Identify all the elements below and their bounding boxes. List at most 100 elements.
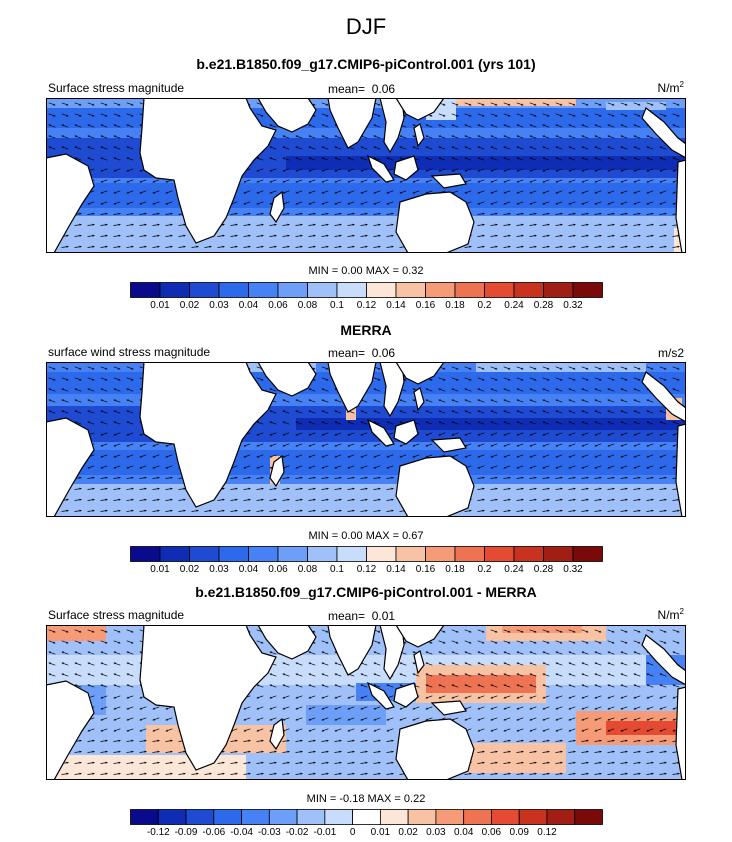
wind-vector-head [118, 114, 121, 117]
wind-vector-head [248, 772, 251, 775]
philippines-land [413, 387, 425, 412]
east-asia-land [395, 98, 445, 121]
wind-vector-head [61, 124, 64, 127]
wind-vector-head [438, 651, 441, 654]
colorbar-box-8 [366, 546, 397, 562]
wind-vector-head [599, 476, 602, 479]
wind-vector-head [516, 466, 519, 469]
wind-vector-head [529, 673, 532, 676]
wind-vector-head [633, 444, 636, 447]
wind-vector-head [373, 202, 376, 205]
wind-vector-head [170, 234, 173, 237]
wind-vector-head [516, 673, 519, 676]
wind-vector-head [503, 180, 506, 183]
wind-vector-head [248, 739, 251, 742]
colorbar-box-15 [572, 546, 603, 562]
wind-vector-head [607, 180, 610, 183]
wind-vector-head [651, 367, 654, 370]
colorbar-tick-label: 0.28 [533, 300, 554, 311]
wind-vector-head [469, 630, 472, 633]
wind-vector-head [144, 487, 147, 490]
wind-vector-head [391, 223, 394, 226]
wind-vector-head [547, 509, 550, 512]
wind-vector-head [521, 378, 524, 381]
wind-vector-head [464, 124, 467, 127]
wind-vector-head [625, 103, 628, 106]
wind-vector-head [352, 750, 355, 753]
panel-3-units: N/m2 [600, 607, 684, 622]
wind-vector-head [547, 630, 550, 633]
wind-vector-head [282, 696, 285, 699]
wind-vector-head [568, 696, 571, 699]
wind-vector-head [74, 124, 77, 127]
wind-vector-head [139, 388, 142, 391]
colorbar-tick-label: 0.08 [297, 564, 318, 575]
wind-vector-head [100, 399, 103, 402]
wind-vector-head [425, 684, 428, 687]
wind-vector-head [261, 223, 264, 226]
wind-vector-head [451, 662, 454, 665]
wind-vector-head [620, 180, 623, 183]
wind-vector-head [633, 684, 636, 687]
wind-vector-head [451, 673, 454, 676]
wind-vector-head [573, 223, 576, 226]
colorbar-tick-label: 0.01 [370, 827, 391, 838]
wind-vector-head [612, 772, 615, 775]
wind-vector-head [321, 169, 324, 172]
australia-land [395, 191, 475, 253]
wind-vector-head [425, 433, 428, 436]
panel-2-max-value: 0.67 [402, 530, 424, 542]
wind-vector-head [282, 455, 285, 458]
colorbar-tick-label: 0.32 [563, 300, 583, 311]
wind-vector-head [334, 135, 337, 138]
wind-vector-head [100, 146, 103, 149]
wind-vector-head [633, 169, 636, 172]
wind-vector-head [256, 202, 259, 205]
wind-vector-head [170, 509, 173, 512]
wind-vector-head [373, 718, 376, 721]
wind-vector-head [321, 421, 324, 424]
wind-vector-head [599, 772, 602, 775]
wind-vector-head [490, 718, 493, 721]
colorbar-box-5 [268, 809, 298, 825]
wind-vector-head [568, 191, 571, 194]
wind-vector-head [347, 466, 350, 469]
india-land [327, 362, 377, 413]
wind-vector-head [404, 641, 407, 644]
wind-vector-head [92, 509, 95, 512]
wind-vector-head [412, 707, 415, 710]
wind-vector-head [508, 739, 511, 742]
wind-vector-head [482, 212, 485, 215]
wind-vector-head [235, 223, 238, 226]
wind-vector-head [477, 399, 480, 402]
wind-vector-head [165, 444, 168, 447]
wind-vector-head [651, 234, 654, 237]
wind-vector-head [373, 135, 376, 138]
wind-vector-head [399, 707, 402, 710]
wind-vector-head [261, 378, 264, 381]
wind-vector-head [287, 476, 290, 479]
wind-vector-head [256, 696, 259, 699]
wind-vector-head [352, 772, 355, 775]
wind-vector-head [581, 433, 584, 436]
wind-vector-head [360, 421, 363, 424]
wind-vector-head [568, 673, 571, 676]
wind-vector-head [547, 212, 550, 215]
wind-vector-head [456, 378, 459, 381]
wind-vector-head [516, 651, 519, 654]
wind-vector-head [313, 212, 316, 215]
wind-vector-head [529, 399, 532, 402]
wind-vector-head [490, 455, 493, 458]
wind-vector-head [425, 410, 428, 413]
wind-vector-head [555, 180, 558, 183]
wind-vector-head [118, 234, 121, 237]
wind-vector-head [529, 180, 532, 183]
wind-vector-head [633, 651, 636, 654]
wind-vector-head [100, 651, 103, 654]
wind-vector-head [625, 378, 628, 381]
wind-vector-head [612, 641, 615, 644]
panel-1-units-sup: 2 [679, 80, 684, 89]
wind-vector-head [243, 180, 246, 183]
wind-vector-head [607, 651, 610, 654]
wind-vector-head [313, 476, 316, 479]
